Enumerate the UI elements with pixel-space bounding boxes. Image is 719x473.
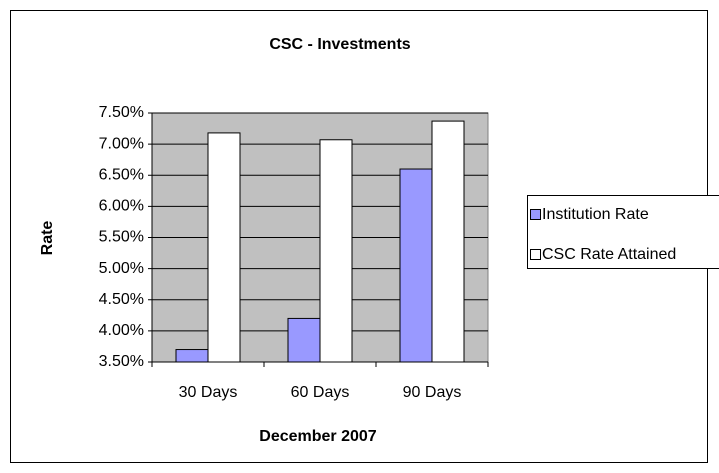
bar	[431, 120, 465, 363]
x-axis-label: December 2007	[259, 428, 377, 445]
y-tick-label: 5.00%	[99, 260, 144, 277]
legend-box	[527, 195, 719, 269]
x-tick-label: 30 Days	[179, 384, 238, 401]
y-tick-label: 7.00%	[99, 135, 144, 152]
y-tick-label: 6.50%	[99, 166, 144, 183]
bar	[207, 132, 241, 363]
y-tick-label: 4.00%	[99, 322, 144, 339]
bar	[287, 317, 321, 363]
y-tick-label: 3.50%	[99, 353, 144, 370]
bar	[175, 349, 209, 363]
x-tick-label: 90 Days	[403, 384, 462, 401]
legend-swatch	[530, 249, 541, 260]
y-tick-label: 6.00%	[99, 198, 144, 215]
y-tick-label: 5.50%	[99, 229, 144, 246]
chart-title: CSC - Investments	[269, 36, 410, 53]
bar	[319, 139, 353, 363]
bar	[399, 168, 433, 363]
y-tick-label: 7.50%	[99, 104, 144, 121]
legend-swatch	[530, 209, 541, 220]
y-axis-label: Rate	[39, 221, 56, 256]
y-tick-label: 4.50%	[99, 291, 144, 308]
legend-label: Institution Rate	[542, 206, 649, 223]
legend-label: CSC Rate Attained	[542, 246, 676, 263]
x-tick-label: 60 Days	[291, 384, 350, 401]
